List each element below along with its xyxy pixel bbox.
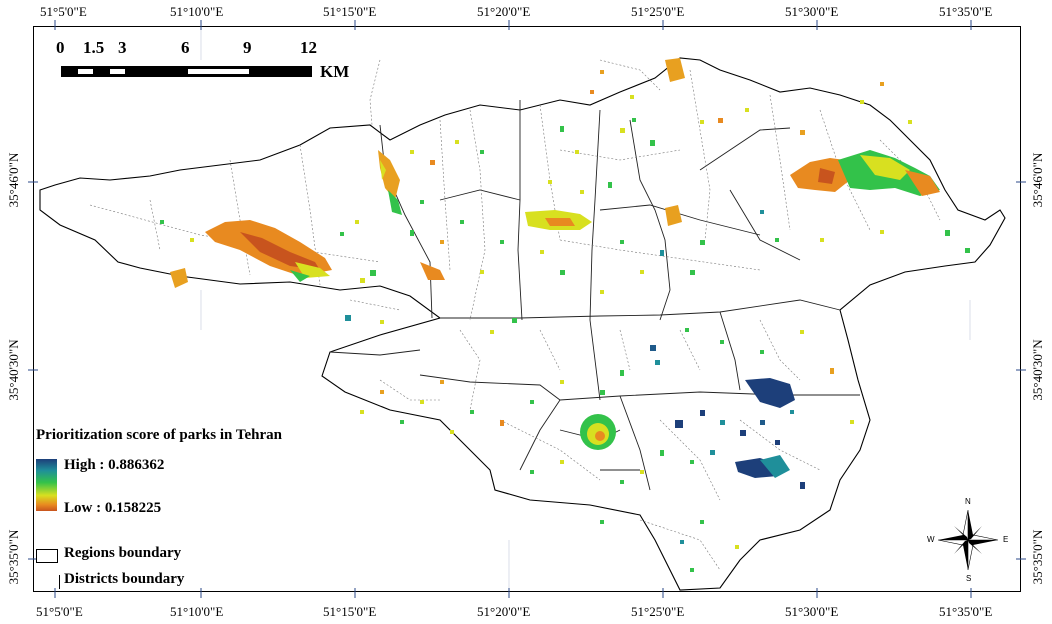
scale-label-12: 12 [300, 38, 317, 57]
scale-label-1-5: 1.5 [83, 38, 105, 57]
legend-title: Prioritization score of parks in Tehran [36, 427, 282, 443]
legend-low: Low : 0.158225 [64, 500, 162, 516]
regions-boundary-swatch [36, 549, 58, 563]
legend-color-ramp [36, 459, 57, 511]
scale-label-9: 9 [243, 38, 252, 57]
compass-s: S [966, 574, 972, 583]
districts-boundary-swatch [59, 575, 60, 589]
top-label-6: 51°30'0"E [785, 4, 839, 19]
city-boundary [39, 57, 1006, 591]
top-label-2: 51°10'0"E [170, 4, 224, 19]
scale-label-6: 6 [181, 38, 190, 57]
top-label-5: 51°25'0"E [631, 4, 685, 19]
bottom-label-4: 51°20'0"E [477, 604, 531, 619]
bottom-label-6: 51°30'0"E [785, 604, 839, 619]
top-label-1: 51°5'0"E [40, 4, 87, 19]
bottom-label-2: 51°10'0"E [170, 604, 224, 619]
compass-n: N [965, 497, 971, 506]
top-label-4: 51°20'0"E [477, 4, 531, 19]
scale-unit: KM [320, 62, 350, 81]
top-label-3: 51°15'0"E [323, 4, 377, 19]
top-label-7: 51°35'0"E [939, 4, 993, 19]
map-frame [33, 26, 1021, 592]
legend-high: High : 0.886362 [64, 457, 165, 473]
bottom-label-3: 51°15'0"E [323, 604, 377, 619]
compass-w: W [927, 535, 935, 544]
park-patches [170, 58, 940, 478]
bottom-label-1: 51°5'0"E [36, 604, 83, 619]
bottom-label-7: 51°35'0"E [939, 604, 993, 619]
scale-label-3: 3 [118, 38, 127, 57]
bottom-label-5: 51°25'0"E [631, 604, 685, 619]
compass-e: E [1003, 535, 1009, 544]
park-cells [160, 70, 970, 572]
regions-boundary-label: Regions boundary [64, 545, 182, 561]
districts-boundary-label: Districts boundary [64, 571, 185, 587]
scale-label-0: 0 [56, 38, 65, 57]
